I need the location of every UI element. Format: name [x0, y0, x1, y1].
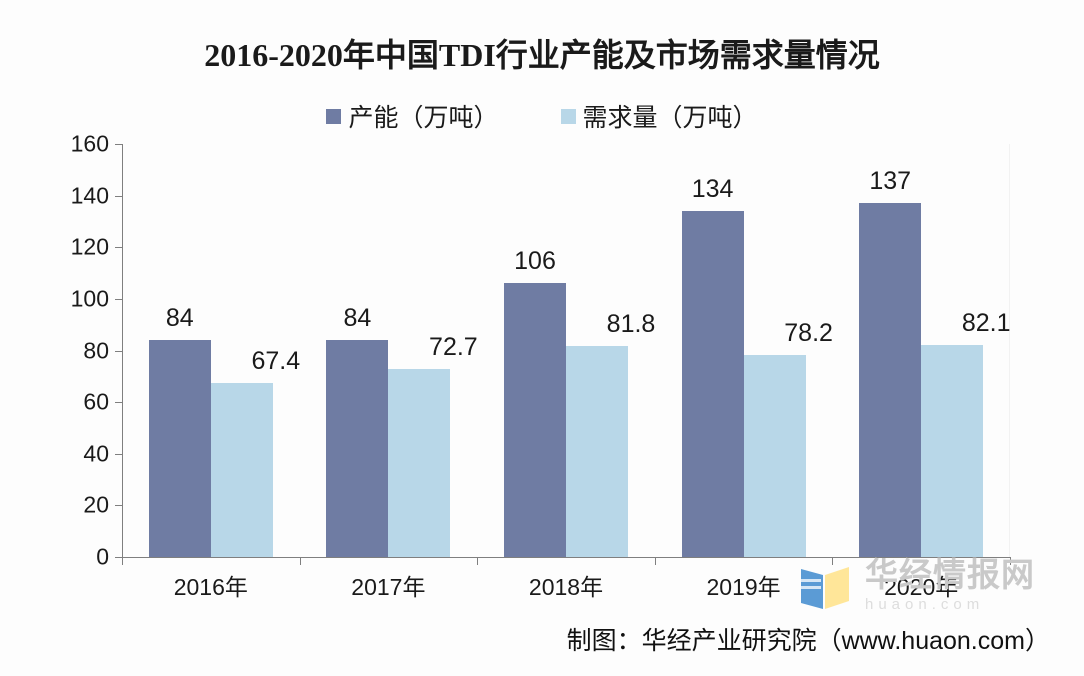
y-axis-tick	[115, 350, 122, 352]
legend-item-capacity[interactable]: 产能（万吨）	[326, 98, 499, 134]
y-axis-tick-label: 140	[70, 182, 109, 209]
y-axis-tick	[115, 247, 122, 249]
y-axis-tick	[115, 453, 122, 455]
y-axis-tick-label: 160	[70, 130, 109, 157]
chart-legend: 产能（万吨） 需求量（万吨）	[0, 98, 1084, 134]
bar-value-label: 137	[869, 167, 912, 196]
legend-item-demand[interactable]: 需求量（万吨）	[560, 98, 758, 134]
bar-demand-2020年[interactable]	[921, 345, 984, 557]
x-axis-label: 2019年	[706, 574, 781, 600]
bar-value-label: 67.4	[251, 347, 301, 376]
bar-value-label: 106	[514, 247, 556, 276]
bar-capacity-2016年[interactable]	[148, 340, 211, 557]
bar-value-label: 84	[343, 304, 372, 333]
bar-demand-2017年[interactable]	[388, 369, 451, 557]
y-axis-tick-label: 20	[83, 491, 109, 518]
y-axis-tick	[115, 298, 122, 300]
y-axis-tick	[115, 505, 122, 507]
plot-area: 0 20 40 60 80 100 120 140 160 84 67.4 84 72.7 106 81.…	[71, 131, 1011, 600]
bar-capacity-2018年[interactable]	[504, 283, 566, 557]
x-axis-tick	[477, 557, 479, 565]
y-axis-tick-label: 120	[70, 233, 109, 260]
bar-demand-2016年[interactable]	[210, 383, 273, 557]
bar-value-label: 82.1	[961, 309, 1011, 338]
x-axis-label: 2017年	[351, 574, 426, 600]
watermark-logo-icon	[797, 555, 859, 617]
bar-capacity-2020年[interactable]	[859, 203, 922, 557]
legend-swatch-capacity	[326, 108, 342, 124]
chart-title: 2016-2020年中国TDI行业产能及市场需求量情况	[204, 37, 880, 73]
y-axis-line	[122, 144, 123, 557]
x-axis-label: 2018年	[528, 574, 604, 600]
x-axis-tick	[299, 557, 301, 565]
bar-demand-2018年[interactable]	[566, 345, 628, 557]
x-axis-tick	[122, 557, 123, 565]
bar-demand-2019年[interactable]	[743, 355, 806, 557]
x-axis-tick	[832, 557, 834, 565]
y-axis-tick	[115, 402, 122, 404]
legend-label-demand: 需求量（万吨）	[582, 104, 758, 132]
y-axis-tick-label: 40	[83, 440, 109, 467]
bar-value-label: 134	[691, 175, 734, 204]
y-axis-tick	[115, 557, 122, 558]
x-axis-line	[122, 557, 1010, 558]
y-axis-tick-label: 60	[83, 388, 109, 415]
y-axis-tick-label: 100	[70, 285, 109, 312]
y-axis-tick-label: 0	[96, 543, 109, 570]
x-axis-tick	[1010, 557, 1011, 565]
bar-value-label: 84	[165, 304, 194, 333]
bar-value-label: 78.2	[784, 319, 833, 348]
legend-swatch-demand	[560, 108, 576, 124]
bar-capacity-2019年[interactable]	[681, 211, 744, 557]
legend-label-capacity: 产能（万吨）	[348, 104, 499, 132]
footer-credit: 制图：华经产业研究院（www.huaon.com）	[566, 627, 1050, 655]
y-axis-tick	[115, 144, 122, 145]
bar-value-label: 72.7	[429, 333, 478, 362]
y-axis-tick	[115, 195, 122, 197]
bar-value-label: 81.8	[606, 309, 656, 338]
y-axis-tick-label: 80	[83, 337, 109, 363]
x-axis-label: 2016年	[173, 574, 248, 600]
plot-right-border	[1009, 144, 1010, 557]
bar-capacity-2017年[interactable]	[326, 340, 389, 557]
x-axis-tick	[654, 557, 656, 565]
x-axis-label: 2020年	[884, 574, 959, 600]
